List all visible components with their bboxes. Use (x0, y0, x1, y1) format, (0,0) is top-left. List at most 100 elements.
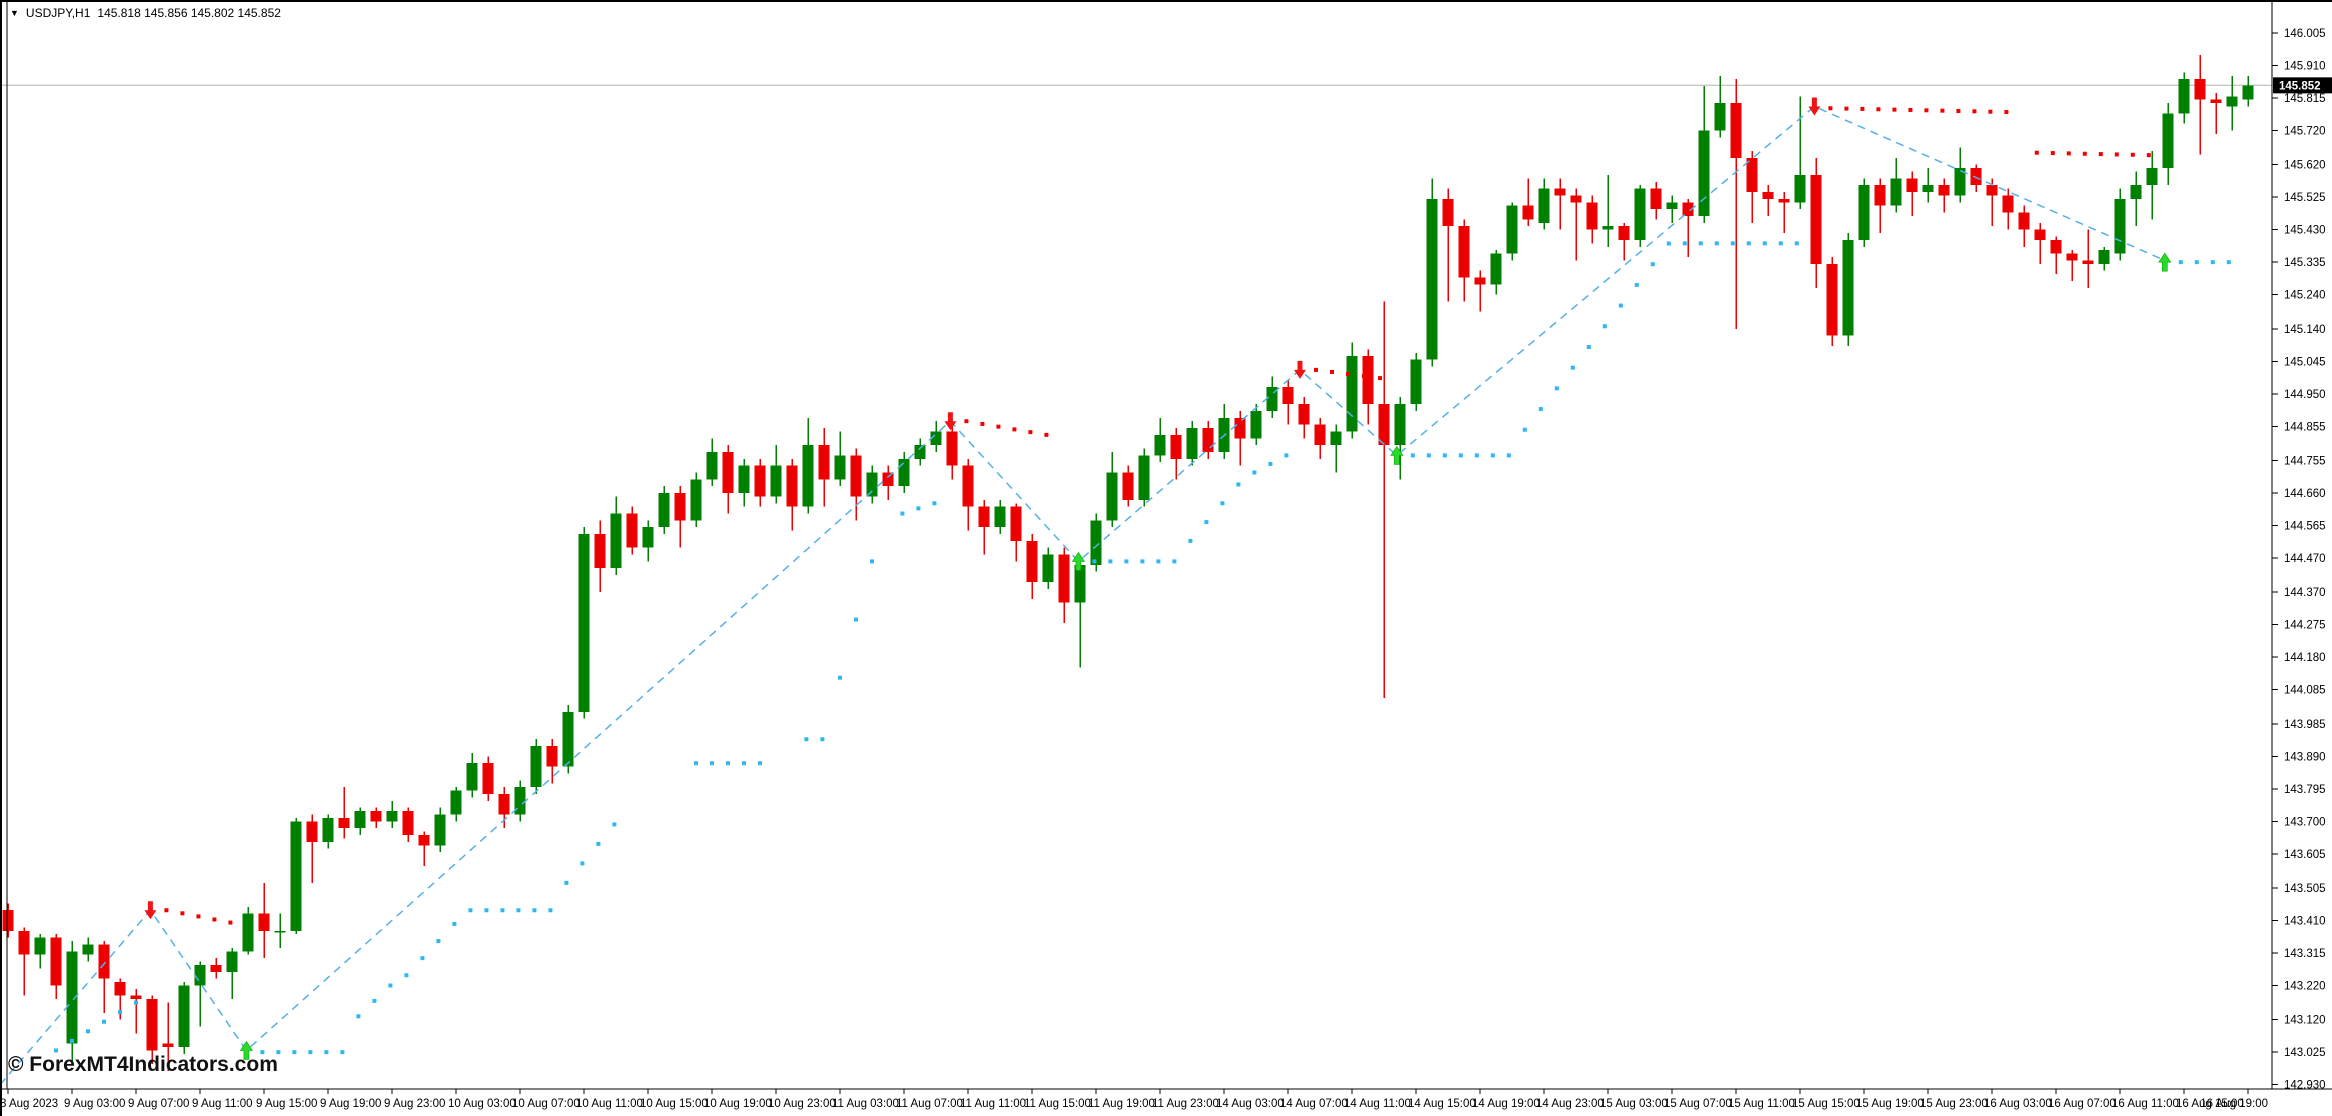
time-tick-label: 15 Aug 15:00 (1792, 1098, 1860, 1110)
bull-candle-body (1186, 428, 1198, 459)
sell-trail-dot (1924, 108, 1929, 113)
bear-candle-body (754, 465, 766, 497)
bear-candle-body (1650, 188, 1662, 210)
sell-trail-dot (2034, 150, 2039, 155)
bear-candle-body (1458, 226, 1470, 278)
bear-candle-body (1058, 554, 1070, 603)
time-tick-label: 9 Aug 03:00 (64, 1098, 125, 1110)
bull-candle-body (834, 455, 846, 480)
trailing-stop-dot (1124, 559, 1129, 564)
sell-arrow-icon (1294, 360, 1306, 379)
symbol-dropdown-icon[interactable]: ▼ (10, 7, 19, 18)
bear-candle-body (978, 506, 990, 528)
trailing-stop-dot (1474, 453, 1479, 458)
trailing-stop-dot (1634, 282, 1639, 287)
bull-candle-body (706, 451, 718, 480)
sell-trail-dot (2050, 151, 2055, 156)
trailing-stop-dot (1220, 501, 1225, 506)
bull-candle-body (1090, 520, 1102, 565)
current-price-tag-label: 145.852 (2279, 80, 2321, 92)
bear-candle-body (946, 431, 958, 466)
bull-candle-body (194, 964, 206, 986)
zigzag-layer (2, 105, 2166, 1084)
trailing-stop-dot (1794, 241, 1799, 246)
bear-candle-body (594, 534, 606, 569)
sell-trail-dot (164, 908, 169, 913)
bull-candle-body (562, 711, 574, 767)
trailing-stop-dot (260, 1050, 265, 1055)
time-tick-label: 14 Aug 23:00 (1536, 1098, 1604, 1110)
price-tick-label: 144.755 (2284, 456, 2326, 468)
bear-candle-body (1618, 226, 1630, 240)
bear-candle-body (2210, 99, 2222, 104)
bear-candle-body (1586, 202, 1598, 230)
trailing-stop-dot (436, 939, 441, 944)
time-tick-label: 9 Aug 07:00 (128, 1098, 189, 1110)
trailing-stop-dot (1602, 324, 1607, 329)
bull-candle-body (1266, 386, 1278, 411)
sell-trail-dot (1314, 367, 1318, 372)
bear-candle-body (1378, 404, 1390, 446)
trailing-stop-dot (532, 908, 537, 913)
bear-candle-body (482, 763, 494, 794)
price-tick-label: 144.950 (2284, 389, 2326, 401)
bear-candle-body (2002, 195, 2014, 213)
bear-candle-body (2082, 260, 2094, 264)
bear-candle-body (18, 930, 30, 955)
bear-candle-body (1554, 188, 1566, 196)
buy-arrow-icon (239, 1040, 253, 1060)
bear-candle-body (1362, 356, 1374, 405)
time-tick-label: 8 Aug 2023 (2, 1098, 58, 1110)
trailing-stop-dot (1506, 453, 1511, 458)
bear-candle-body (2034, 229, 2046, 240)
price-tick-label: 144.660 (2284, 488, 2326, 500)
bull-candle-body (2242, 85, 2254, 100)
signal-dot-trails-layer (54, 106, 2231, 1055)
price-tick-label: 143.700 (2284, 816, 2326, 828)
sell-trail-dot (2130, 152, 2135, 157)
trailing-stop-dot (1172, 559, 1177, 564)
price-tick-label: 145.430 (2284, 225, 2326, 237)
bull-candle-body (1426, 198, 1438, 360)
trailing-stop-dot (1140, 559, 1145, 564)
trailing-stop-dot (420, 956, 425, 961)
bear-candle-body (1906, 178, 1918, 193)
sell-trail-dot (1908, 107, 1913, 112)
bull-candle-body (898, 458, 910, 487)
bull-candle-body (322, 817, 334, 842)
trailing-stop-dot (86, 1029, 90, 1034)
price-tick-label: 143.985 (2284, 719, 2326, 731)
trailing-stop-dot (694, 761, 698, 766)
bull-candle-body (2130, 185, 2142, 199)
bear-candle-body (1682, 202, 1694, 216)
bull-candle-body (1666, 202, 1678, 210)
bull-candle-body (1602, 226, 1614, 230)
trailing-stop-dot (2210, 260, 2215, 265)
time-tick-label: 11 Aug 03:00 (832, 1098, 899, 1110)
time-tick-label: 16 Aug 19:00 (2200, 1098, 2268, 1110)
bear-candle-body (1314, 424, 1326, 446)
trailing-stop-dot (1236, 482, 1241, 487)
bull-candle-body (866, 472, 878, 497)
trailing-stop-dot (404, 973, 409, 978)
bear-candle-body (1810, 174, 1822, 264)
trailing-stop-dot (1156, 559, 1161, 564)
price-tick-label: 143.220 (2284, 980, 2326, 992)
bull-candle-body (1074, 564, 1086, 603)
bull-candle-body (1250, 410, 1262, 439)
sell-trail-dot (1892, 107, 1897, 112)
time-axis[interactable]: 8 Aug 2023 9 Aug 03:00 9 Aug 07:00 9 Aug 11… (2, 1089, 2268, 1110)
bull-candle-body (578, 534, 590, 712)
time-tick-label: 9 Aug 23:00 (384, 1098, 445, 1110)
price-axis[interactable]: 146.005 145.910 145.815 145.720 145.620 145.5… (2272, 28, 2332, 1092)
bull-candle-body (658, 493, 670, 528)
time-tick-label: 15 Aug 03:00 (1600, 1098, 1668, 1110)
symbol-info-bar: ▼ USDJPY,H1 145.818 145.856 145.802 145.… (10, 6, 281, 20)
bear-candle-body (1442, 198, 1454, 227)
price-tick-label: 143.605 (2284, 849, 2326, 861)
watermark: © ForexMT4Indicators.com (8, 1053, 278, 1076)
trailing-stop-dot (1666, 241, 1671, 246)
bull-candle-body (1410, 359, 1422, 405)
price-tick-label: 145.525 (2284, 192, 2326, 204)
